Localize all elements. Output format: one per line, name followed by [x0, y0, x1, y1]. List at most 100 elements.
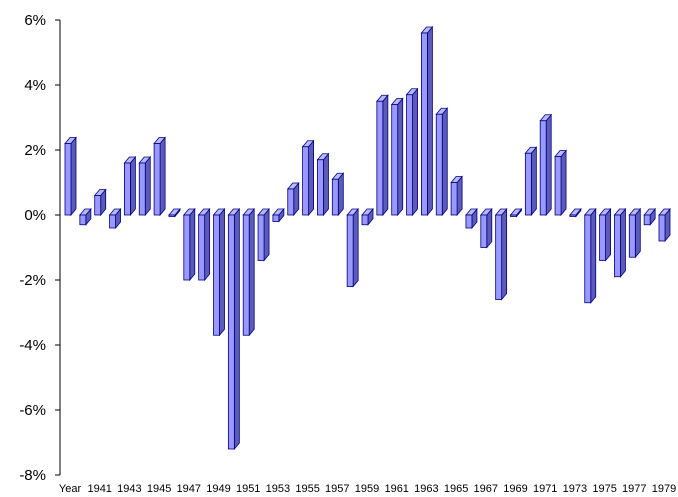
bar-side	[426, 25, 433, 217]
x-tick-label: 1953	[266, 483, 290, 495]
bar-1978	[643, 207, 657, 226]
bar-side	[159, 136, 166, 217]
bar-front	[124, 162, 131, 216]
bar-1957	[331, 172, 345, 217]
bar-side	[456, 175, 463, 217]
bar-front	[213, 214, 220, 336]
bar-side	[486, 207, 493, 249]
bar-front	[317, 159, 324, 216]
bar-front	[302, 146, 310, 216]
bar-side	[620, 207, 626, 278]
bar-front	[64, 143, 72, 216]
bar-1968	[494, 207, 508, 301]
y-tick-label: -8%	[19, 467, 46, 484]
bar-front	[272, 214, 280, 222]
bar-1961	[390, 97, 404, 217]
y-tick-label: -6%	[19, 402, 46, 419]
y-tick-label: 0%	[24, 207, 46, 224]
bar-side	[560, 149, 567, 217]
bar-1947	[182, 207, 196, 282]
x-tick-label: 1979	[652, 483, 676, 495]
bar-1979	[658, 207, 671, 243]
bar-1965	[450, 175, 463, 217]
bar-1955	[301, 139, 315, 217]
bar-front	[510, 214, 517, 217]
x-tick-label: 1951	[236, 483, 260, 495]
bar-side	[248, 207, 255, 337]
x-tick-label: 1969	[503, 483, 527, 495]
bar-1960	[375, 94, 389, 217]
bar-side	[412, 87, 418, 217]
x-tick-label: 1955	[295, 483, 319, 495]
y-ticks-group: -8% -6% -4% -2% 0% 2% 4% 6%	[19, 12, 60, 484]
bar-1973	[569, 207, 582, 218]
bar-1972	[554, 149, 567, 217]
bar-1962	[405, 87, 419, 217]
y-tick-label: 4%	[24, 77, 46, 94]
bar-side	[189, 207, 196, 282]
x-tick-label: 1949	[206, 483, 230, 495]
bar-front	[257, 214, 265, 261]
bar-front	[643, 214, 651, 226]
bar-1964	[435, 107, 449, 217]
x-tick-label: 1947	[177, 483, 201, 495]
bar-1940	[78, 207, 92, 226]
bar-front	[480, 214, 488, 248]
bar-1942	[108, 207, 122, 230]
bars-group	[64, 25, 671, 451]
bar-side	[501, 207, 508, 301]
bar-1941	[93, 188, 107, 217]
x-tick-label: 1961	[384, 483, 408, 495]
bar-front	[346, 214, 354, 287]
bar-side	[590, 207, 597, 304]
bar-front	[242, 214, 250, 336]
bar-side	[233, 207, 240, 451]
bar-1971	[539, 113, 553, 217]
x-tick-label: 1967	[474, 483, 498, 495]
bar-front	[614, 214, 621, 278]
bar-1946	[168, 207, 181, 218]
bar-front	[658, 214, 666, 242]
bar-front	[584, 214, 592, 304]
bar-Year	[64, 136, 77, 217]
bar-front	[569, 214, 577, 217]
bar-side	[219, 207, 225, 337]
bar-side	[204, 207, 211, 282]
bar-1959	[361, 207, 374, 226]
bar-front	[495, 214, 503, 300]
bar-1966	[465, 207, 478, 230]
bar-1945	[153, 136, 166, 217]
bar-front	[465, 214, 473, 229]
x-tick-label: Year	[59, 483, 82, 495]
bar-side	[634, 207, 641, 259]
bar-1953	[272, 207, 285, 223]
bar-1967	[479, 207, 493, 249]
bar-front	[109, 214, 116, 229]
y-tick-label: 6%	[24, 12, 46, 29]
bar-1949	[212, 207, 226, 337]
bar-front	[198, 214, 206, 281]
bar-front	[524, 152, 532, 216]
bar-front	[539, 120, 547, 216]
bar-side	[70, 136, 77, 217]
bar-side	[352, 207, 359, 288]
bar-side	[263, 207, 270, 262]
bar-1963	[420, 25, 434, 217]
bar-1969	[509, 207, 523, 218]
bar-1954	[286, 181, 300, 217]
x-tick-label: 1975	[592, 483, 616, 495]
bar-front	[331, 178, 339, 216]
bar-front	[435, 113, 443, 216]
x-ticks-group: Year 1941 1943 1945 1947 1949 1951 1953 1955 1957…	[59, 483, 676, 495]
bar-side	[323, 152, 329, 217]
x-tick-label: 1977	[622, 483, 646, 495]
bar-front	[79, 214, 87, 226]
bar-1944	[138, 155, 152, 217]
bar-1948	[197, 207, 211, 282]
bar-front	[376, 100, 384, 216]
bar-side	[144, 155, 151, 217]
x-tick-label: 1941	[87, 483, 111, 495]
bar-side	[605, 207, 611, 262]
bar-1974	[583, 207, 597, 304]
bar-front	[406, 94, 413, 216]
